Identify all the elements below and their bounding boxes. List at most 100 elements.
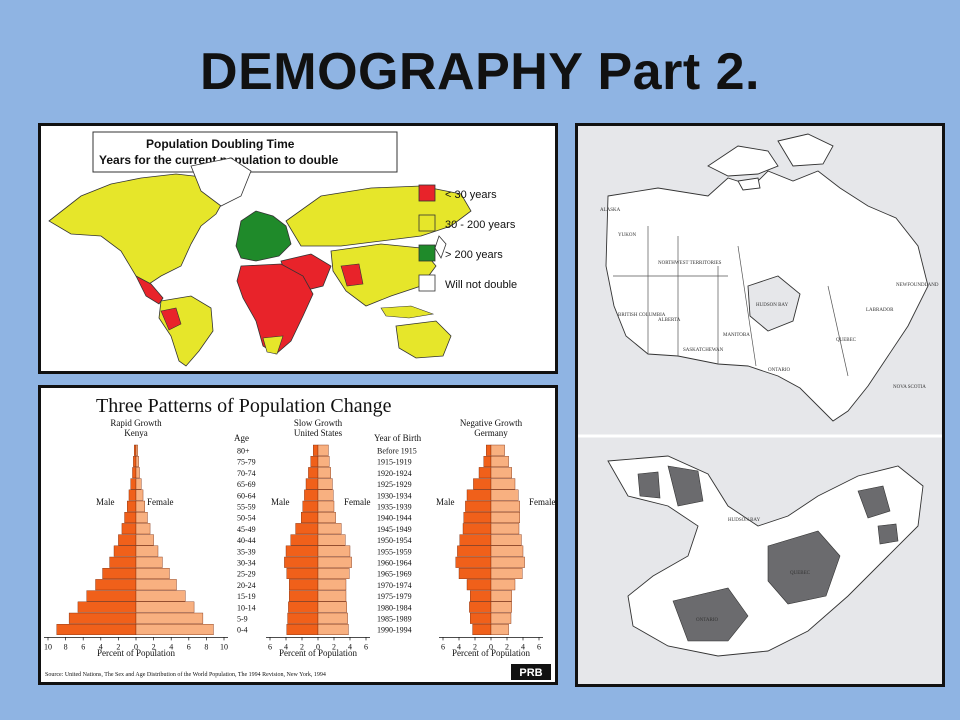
us-female-bar bbox=[317, 534, 346, 546]
us-country-label: United States bbox=[294, 428, 343, 438]
kenya-male-bar bbox=[102, 567, 137, 579]
us-female-bar bbox=[317, 500, 335, 512]
kenya-male-bar bbox=[134, 444, 137, 456]
kenya-male-bar bbox=[86, 590, 137, 602]
legend-label: > 200 years bbox=[445, 249, 503, 261]
dark-region-shape bbox=[857, 485, 899, 545]
region-label: ALBERTA bbox=[658, 318, 681, 323]
germany-female-bar bbox=[490, 567, 523, 579]
us-female-bar bbox=[317, 455, 330, 467]
germany-female-bar bbox=[490, 489, 519, 501]
us-male-bar bbox=[288, 601, 319, 613]
germany-male-bar bbox=[470, 612, 492, 624]
region-label: NOVA SCOTIA bbox=[893, 385, 926, 390]
prb-logo bbox=[511, 664, 551, 680]
kenya-male-bar bbox=[121, 523, 137, 535]
age-label: 75-79 bbox=[237, 458, 256, 467]
legend-swatch-green bbox=[418, 244, 436, 262]
kenya-growth-label: Rapid Growth bbox=[110, 418, 162, 428]
age-label: 40-44 bbox=[237, 536, 256, 545]
south-america-red-shape bbox=[160, 307, 182, 331]
region-label: HUDSON BAY bbox=[728, 518, 761, 523]
age-label: 0-4 bbox=[237, 626, 248, 635]
age-label: 30-34 bbox=[237, 559, 256, 568]
germany-tick-label: 2 bbox=[473, 642, 477, 651]
birth-year-label: 1960-1964 bbox=[377, 559, 412, 568]
birth-year-label: 1965-1969 bbox=[377, 570, 412, 579]
us-male-bar bbox=[305, 478, 319, 490]
birth-year-label: 1980-1984 bbox=[377, 603, 412, 612]
age-labels: 80+ 75-79 70-74 65-69 60-64 55-59 50-54 45-49 40… bbox=[237, 447, 256, 635]
us-male-bar bbox=[287, 612, 319, 624]
south-africa-shape bbox=[262, 335, 284, 355]
kenya-tick-label: 4 bbox=[99, 642, 103, 651]
australia-shape bbox=[395, 320, 452, 359]
birth-year-label: 1935-1939 bbox=[377, 503, 412, 512]
germany-female-bar bbox=[490, 467, 512, 479]
germany-female-bar bbox=[490, 623, 509, 635]
doubling-time-map: Population Doubling Time Years for the c… bbox=[38, 123, 558, 374]
germany-male-bar bbox=[478, 467, 492, 479]
germany-male-bar bbox=[455, 556, 492, 568]
kenya-male-bar bbox=[132, 467, 137, 479]
age-label: 10-14 bbox=[237, 603, 256, 612]
age-label: 50-54 bbox=[237, 514, 256, 523]
kenya-tick-label: 10 bbox=[44, 642, 52, 651]
birth-year-label: 1915-1919 bbox=[377, 458, 412, 467]
us-tick-label: 0 bbox=[316, 642, 320, 651]
us-female-bar bbox=[317, 444, 329, 456]
us-male-bar bbox=[308, 467, 319, 479]
us-male-bar bbox=[304, 489, 319, 501]
germany-male-bar bbox=[458, 567, 492, 579]
kenya-axis-label: Percent of Population bbox=[97, 648, 175, 658]
germany-female-label: Female bbox=[529, 497, 555, 507]
europe-shape bbox=[235, 210, 292, 262]
birth-year-label: 1940-1944 bbox=[377, 514, 412, 523]
kenya-tick-label: 2 bbox=[152, 642, 156, 651]
us-male-bar bbox=[295, 523, 319, 535]
kenya-female-bar bbox=[135, 444, 138, 456]
birth-year-header: Year of Birth bbox=[374, 433, 422, 443]
map-subtitle: Years for the current population to doub… bbox=[99, 153, 339, 167]
region-label: LABRADOR bbox=[866, 308, 894, 313]
germany-male-bar bbox=[483, 455, 492, 467]
kenya-pyramid bbox=[56, 444, 214, 635]
us-male-bar bbox=[301, 511, 319, 523]
region-label: NORTHWEST TERRITORIES bbox=[658, 261, 722, 266]
arctic-islands-shape bbox=[707, 133, 834, 191]
us-male-bar bbox=[313, 444, 319, 456]
kenya-country-label: Kenya bbox=[124, 428, 148, 438]
germany-female-bar bbox=[490, 455, 509, 467]
legend-label: Will not double bbox=[445, 279, 517, 291]
us-female-bar bbox=[317, 511, 336, 523]
birth-year-label: Before 1915 bbox=[377, 447, 417, 456]
germany-female-bar bbox=[490, 612, 512, 624]
germany-male-bar bbox=[466, 579, 492, 591]
age-label: 80+ bbox=[237, 447, 250, 456]
kenya-female-bar bbox=[135, 590, 186, 602]
canada-distorted-map: HUDSON BAY QUEBEC ONTARIO bbox=[607, 455, 924, 657]
region-label: ONTARIO bbox=[696, 618, 718, 623]
kenya-female-bar bbox=[135, 534, 154, 546]
kenya-tick-label: 10 bbox=[220, 642, 228, 651]
germany-axis-label: Percent of Population bbox=[452, 648, 530, 658]
germany-tick-label: 4 bbox=[521, 642, 525, 651]
kenya-female-bar bbox=[135, 511, 148, 523]
age-label: 55-59 bbox=[237, 503, 256, 512]
kenya-male-bar bbox=[133, 455, 137, 467]
legend-swatch-yellow bbox=[418, 214, 436, 232]
kenya-male-label: Male bbox=[96, 497, 115, 507]
germany-female-bar bbox=[490, 579, 516, 591]
germany-country-label: Germany bbox=[474, 428, 508, 438]
age-label: 15-19 bbox=[237, 592, 256, 601]
us-tick-label: 4 bbox=[284, 642, 288, 651]
us-female-label: Female bbox=[344, 497, 371, 507]
kenya-male-bar bbox=[68, 612, 137, 624]
population-pyramids: Three Patterns of Population Change Rapi… bbox=[38, 385, 558, 685]
source-note: Source: United Nations, The Sex and Age … bbox=[45, 671, 326, 678]
germany-male-bar bbox=[465, 500, 492, 512]
germany-male-bar bbox=[486, 444, 492, 456]
kenya-female-bar bbox=[135, 489, 144, 501]
us-tick-label: 6 bbox=[268, 642, 272, 651]
germany-male-bar bbox=[469, 601, 492, 613]
